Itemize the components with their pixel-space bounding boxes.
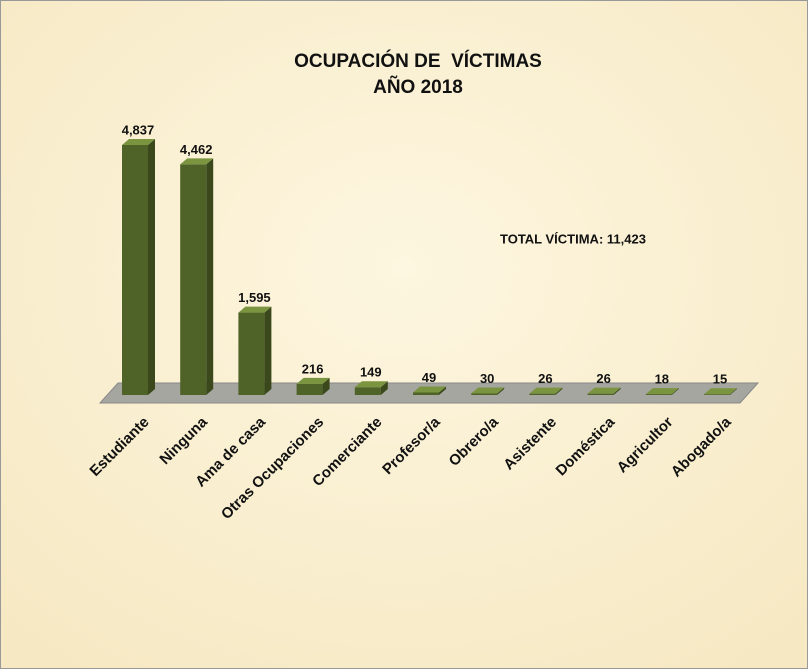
value-label: 149	[360, 365, 382, 380]
bar-top	[180, 158, 214, 165]
bar-top	[413, 386, 446, 393]
bar	[587, 387, 621, 395]
bar-top	[296, 377, 330, 384]
bar-side	[671, 388, 679, 395]
bar-top	[529, 387, 563, 394]
bar-front	[587, 393, 614, 395]
bar-top	[645, 388, 679, 395]
bar-side	[497, 387, 505, 395]
bar-front	[122, 145, 148, 395]
bar-side	[322, 377, 330, 395]
chart-title: OCUPACIÓN DE VÍCTIMAS	[294, 50, 542, 72]
bar-front	[645, 394, 672, 395]
bar-front	[413, 392, 439, 395]
bar	[471, 387, 505, 395]
bar-side	[264, 306, 272, 395]
value-label: 1,595	[238, 290, 271, 305]
value-label: 18	[655, 372, 669, 387]
bar-front	[180, 164, 207, 395]
bar-top	[587, 387, 621, 394]
value-label: 26	[596, 371, 610, 386]
bar-front	[296, 383, 323, 395]
bar	[122, 139, 155, 395]
bar	[238, 306, 272, 395]
bar-top	[354, 381, 388, 388]
bar-front	[354, 387, 381, 395]
value-label: 49	[422, 370, 436, 385]
bar-side	[613, 387, 621, 395]
bar	[354, 381, 388, 395]
bar	[529, 387, 563, 395]
annotation: TOTAL VÍCTIMA: 11,423	[500, 231, 646, 246]
bar-side	[148, 139, 155, 395]
bar	[645, 388, 679, 395]
bar-front	[471, 393, 498, 395]
value-label: 4,462	[180, 142, 213, 157]
bar	[180, 158, 214, 395]
bar-top	[704, 388, 737, 395]
bar-top	[471, 387, 505, 394]
value-label: 26	[538, 371, 552, 386]
bar	[296, 377, 330, 395]
bar-top	[122, 139, 155, 145]
bar-front	[238, 312, 265, 395]
bar-top	[238, 306, 272, 313]
chart-subtitle: AÑO 2018	[373, 76, 463, 98]
bar-side	[380, 381, 388, 395]
bar	[704, 388, 737, 395]
bar-side	[206, 158, 214, 395]
bar-side	[555, 387, 563, 395]
value-label: 15	[713, 372, 727, 387]
value-label: 4,837	[122, 122, 155, 137]
bar-front	[704, 394, 730, 395]
bar-front	[529, 393, 556, 395]
bar	[413, 386, 446, 395]
bar-side	[730, 388, 737, 395]
bar-side	[439, 386, 446, 395]
value-label: 30	[480, 371, 494, 386]
value-label: 216	[302, 361, 324, 376]
